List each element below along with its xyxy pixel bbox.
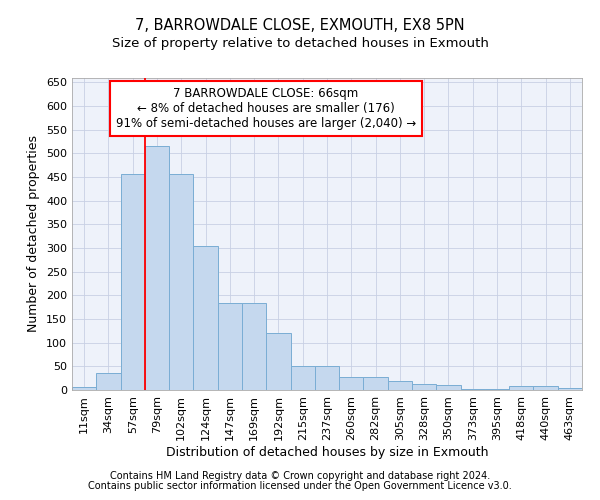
Bar bbox=[290, 366, 315, 390]
X-axis label: Distribution of detached houses by size in Exmouth: Distribution of detached houses by size … bbox=[166, 446, 488, 458]
Bar bbox=[121, 174, 145, 390]
Bar bbox=[485, 388, 509, 390]
Bar bbox=[242, 304, 266, 390]
Bar bbox=[339, 376, 364, 390]
Text: 7, BARROWDALE CLOSE, EXMOUTH, EX8 5PN: 7, BARROWDALE CLOSE, EXMOUTH, EX8 5PN bbox=[135, 18, 465, 32]
Bar bbox=[364, 376, 388, 390]
Bar bbox=[388, 382, 412, 390]
Bar bbox=[96, 374, 121, 390]
Bar bbox=[72, 386, 96, 390]
Bar bbox=[412, 384, 436, 390]
Text: Contains HM Land Registry data © Crown copyright and database right 2024.: Contains HM Land Registry data © Crown c… bbox=[110, 471, 490, 481]
Bar bbox=[533, 386, 558, 390]
Bar bbox=[509, 386, 533, 390]
Text: Size of property relative to detached houses in Exmouth: Size of property relative to detached ho… bbox=[112, 38, 488, 51]
Bar bbox=[218, 304, 242, 390]
Bar bbox=[193, 246, 218, 390]
Bar bbox=[558, 388, 582, 390]
Bar bbox=[461, 388, 485, 390]
Y-axis label: Number of detached properties: Number of detached properties bbox=[28, 135, 40, 332]
Bar bbox=[145, 146, 169, 390]
Bar bbox=[169, 174, 193, 390]
Bar bbox=[266, 333, 290, 390]
Text: Contains public sector information licensed under the Open Government Licence v3: Contains public sector information licen… bbox=[88, 481, 512, 491]
Bar bbox=[436, 386, 461, 390]
Bar bbox=[315, 366, 339, 390]
Text: 7 BARROWDALE CLOSE: 66sqm
← 8% of detached houses are smaller (176)
91% of semi-: 7 BARROWDALE CLOSE: 66sqm ← 8% of detach… bbox=[116, 87, 416, 130]
